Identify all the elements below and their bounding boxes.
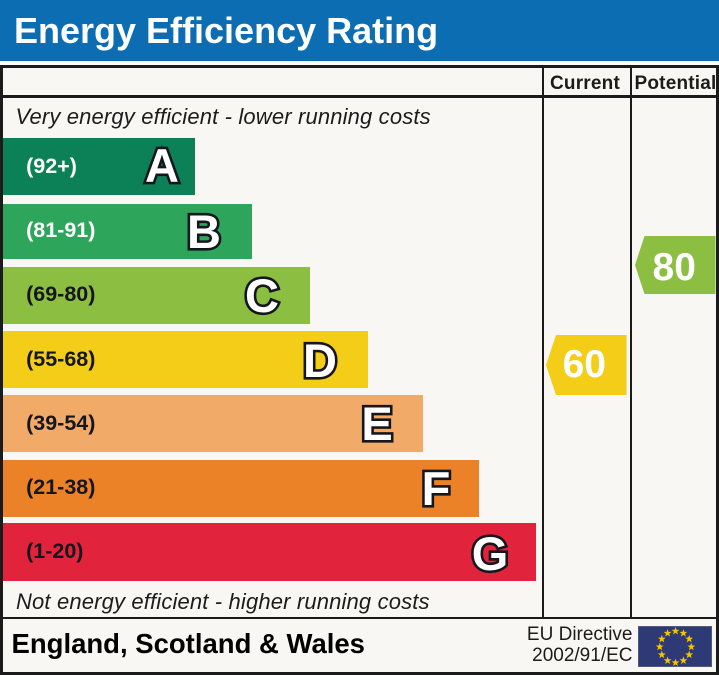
svg-text:F: F <box>422 462 451 515</box>
svg-text:60: 60 <box>563 343 606 386</box>
svg-text:D: D <box>303 334 337 387</box>
svg-text:G: G <box>472 527 509 580</box>
svg-text:C: C <box>245 269 279 322</box>
svg-text:B: B <box>187 205 221 258</box>
svg-text:E: E <box>362 397 393 450</box>
svg-text:A: A <box>145 139 179 192</box>
svg-text:80: 80 <box>652 246 695 289</box>
